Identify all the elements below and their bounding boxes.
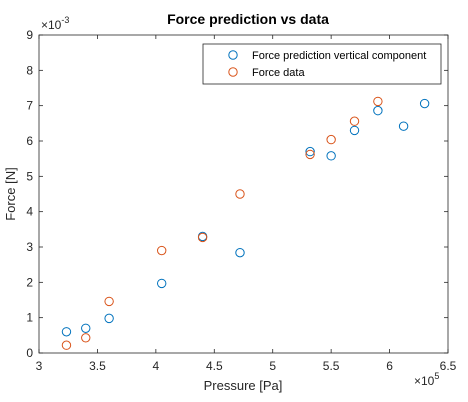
- legend-box: [202, 43, 442, 85]
- legend: Force prediction vertical component Forc…: [202, 43, 442, 85]
- plot-area: [38, 34, 449, 354]
- data-point: [349, 116, 360, 126]
- prediction-point: [81, 323, 91, 333]
- y-exponent-base: ×10: [41, 18, 62, 32]
- legend-marker-data: [228, 67, 238, 77]
- data-point: [326, 134, 336, 145]
- x-tick-label: 4: [153, 359, 160, 373]
- legend-marker-prediction: [228, 50, 238, 60]
- data-point: [81, 333, 91, 343]
- y-tick-label: 5: [26, 169, 33, 183]
- x-axis-label: Pressure [Pa]: [204, 378, 283, 393]
- x-axis-exponent: ×105: [414, 371, 439, 388]
- prediction-point: [305, 146, 315, 157]
- prediction-point: [398, 121, 409, 131]
- y-tick-label: 2: [26, 275, 33, 289]
- data-point: [235, 189, 245, 199]
- y-tick-label: 4: [26, 205, 33, 219]
- y-axis-label: Force [N]: [3, 167, 18, 220]
- x-tick-label: 6: [386, 359, 393, 373]
- x-tick-label: 5: [269, 359, 276, 373]
- data-point: [373, 96, 383, 107]
- x-exponent-base: ×10: [414, 374, 435, 388]
- prediction-point: [104, 313, 114, 324]
- y-tick-label: 8: [26, 63, 33, 77]
- y-tick-label: 6: [26, 134, 33, 148]
- x-tick-label: 4.5: [206, 359, 223, 373]
- y-tick-label: 9: [26, 28, 33, 42]
- data-point: [61, 340, 72, 350]
- data-point: [305, 149, 315, 160]
- y-tick-label: 0: [26, 346, 33, 360]
- x-exponent-power: 5: [434, 371, 439, 381]
- legend-label-prediction: Force prediction vertical component: [252, 50, 426, 62]
- prediction-point: [373, 105, 383, 116]
- x-tick-label: 3.5: [89, 359, 106, 373]
- x-axis-ticks: 3 3.5 4 4.5 5 5.5 6 6.5: [36, 35, 457, 373]
- y-tick-label: 1: [26, 311, 33, 325]
- chart-title: Force prediction vs data: [167, 11, 329, 27]
- data-markers: [61, 73, 430, 350]
- x-tick-label: 5.5: [323, 359, 340, 373]
- prediction-point: [157, 278, 167, 289]
- prediction-point: [235, 247, 245, 258]
- x-tick-label: 6.5: [440, 359, 457, 373]
- prediction-point: [419, 98, 430, 109]
- y-tick-label: 7: [26, 99, 33, 113]
- prediction-point: [61, 327, 72, 337]
- data-point: [197, 232, 208, 243]
- y-tick-label: 3: [26, 240, 33, 254]
- prediction-point: [349, 125, 360, 136]
- y-axis-ticks: 0 1 2 3 4 5 6 7 8 9: [26, 28, 448, 360]
- y-exponent-power: -3: [61, 15, 69, 25]
- prediction-point: [326, 151, 336, 161]
- legend-label-data: Force data: [252, 67, 305, 79]
- x-tick-label: 3: [36, 359, 43, 373]
- y-axis-exponent: ×10-3: [41, 15, 69, 32]
- data-point: [157, 245, 167, 256]
- data-point: [104, 296, 114, 307]
